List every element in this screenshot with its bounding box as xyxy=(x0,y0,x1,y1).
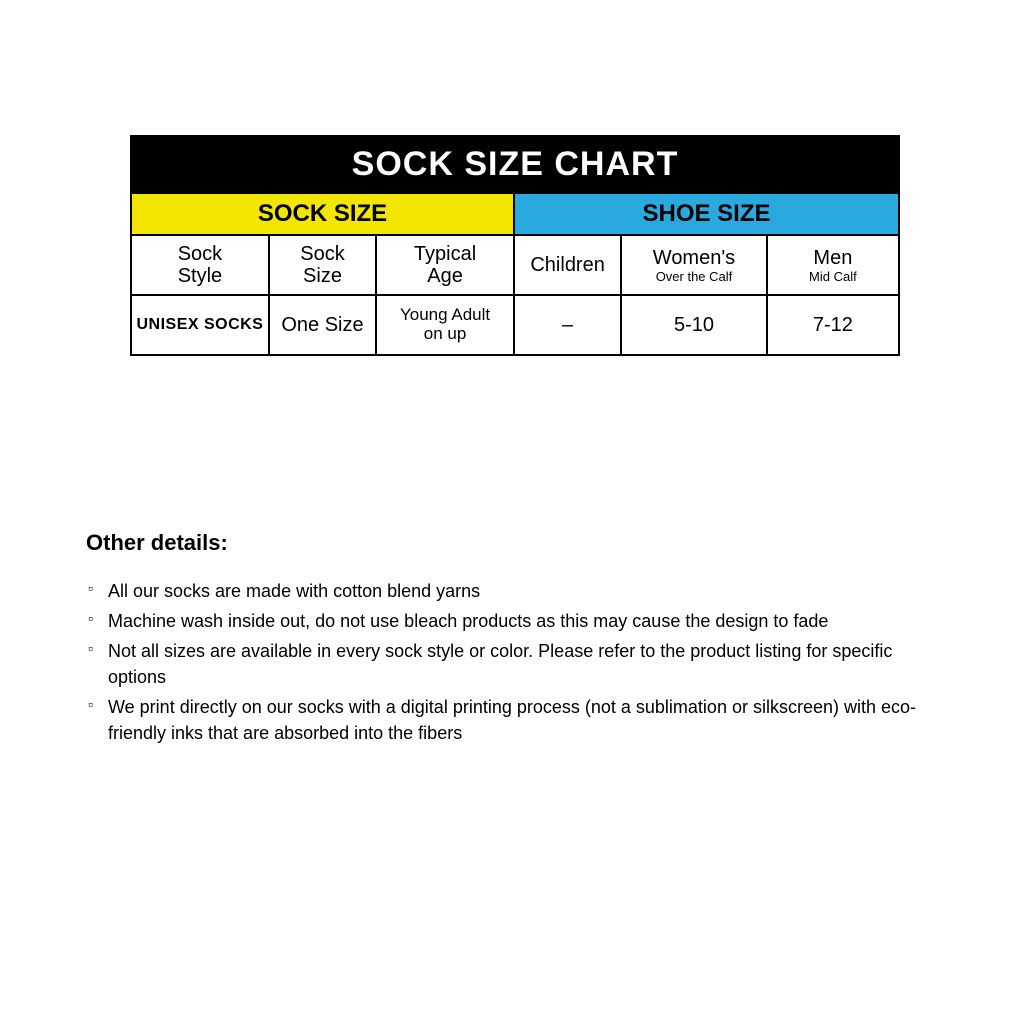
cell-womens: 5-10 xyxy=(674,314,714,337)
cell-sock-size: One Size xyxy=(281,314,363,337)
data-row: UNISEX SOCKS One Size Young Adulton up –… xyxy=(132,294,898,354)
col-header-sock-size: SockSize xyxy=(300,243,344,287)
other-details: Other details: All our socks are made wi… xyxy=(86,530,946,751)
group-header-shoe-size: SHOE SIZE xyxy=(515,194,898,234)
detail-item: All our socks are made with cotton blend… xyxy=(86,578,946,604)
cell-sock-style: UNISEX SOCKS xyxy=(136,316,263,334)
col-sub-men: Mid Calf xyxy=(809,269,857,284)
details-title: Other details: xyxy=(86,530,946,556)
cell-children: – xyxy=(562,314,573,337)
detail-item: We print directly on our socks with a di… xyxy=(86,694,946,746)
col-header-sock-style: SockStyle xyxy=(178,243,222,287)
group-header-sock-size: SOCK SIZE xyxy=(132,194,515,234)
col-header-womens: Women's xyxy=(653,247,735,269)
cell-typical-age: Young Adulton up xyxy=(400,306,490,343)
col-sub-womens: Over the Calf xyxy=(656,269,733,284)
header-row: SockStyle SockSize TypicalAge Children W… xyxy=(132,234,898,294)
detail-item: Not all sizes are available in every soc… xyxy=(86,638,946,690)
detail-item: Machine wash inside out, do not use blea… xyxy=(86,608,946,634)
col-header-children: Children xyxy=(530,254,604,276)
col-header-men: Men xyxy=(813,247,852,269)
size-chart: SOCK SIZE CHART SOCK SIZE SHOE SIZE Sock… xyxy=(130,135,900,356)
cell-men: 7-12 xyxy=(813,314,853,337)
details-list: All our socks are made with cotton blend… xyxy=(86,578,946,747)
chart-title: SOCK SIZE CHART xyxy=(132,137,898,194)
col-header-typical-age: TypicalAge xyxy=(414,243,476,287)
